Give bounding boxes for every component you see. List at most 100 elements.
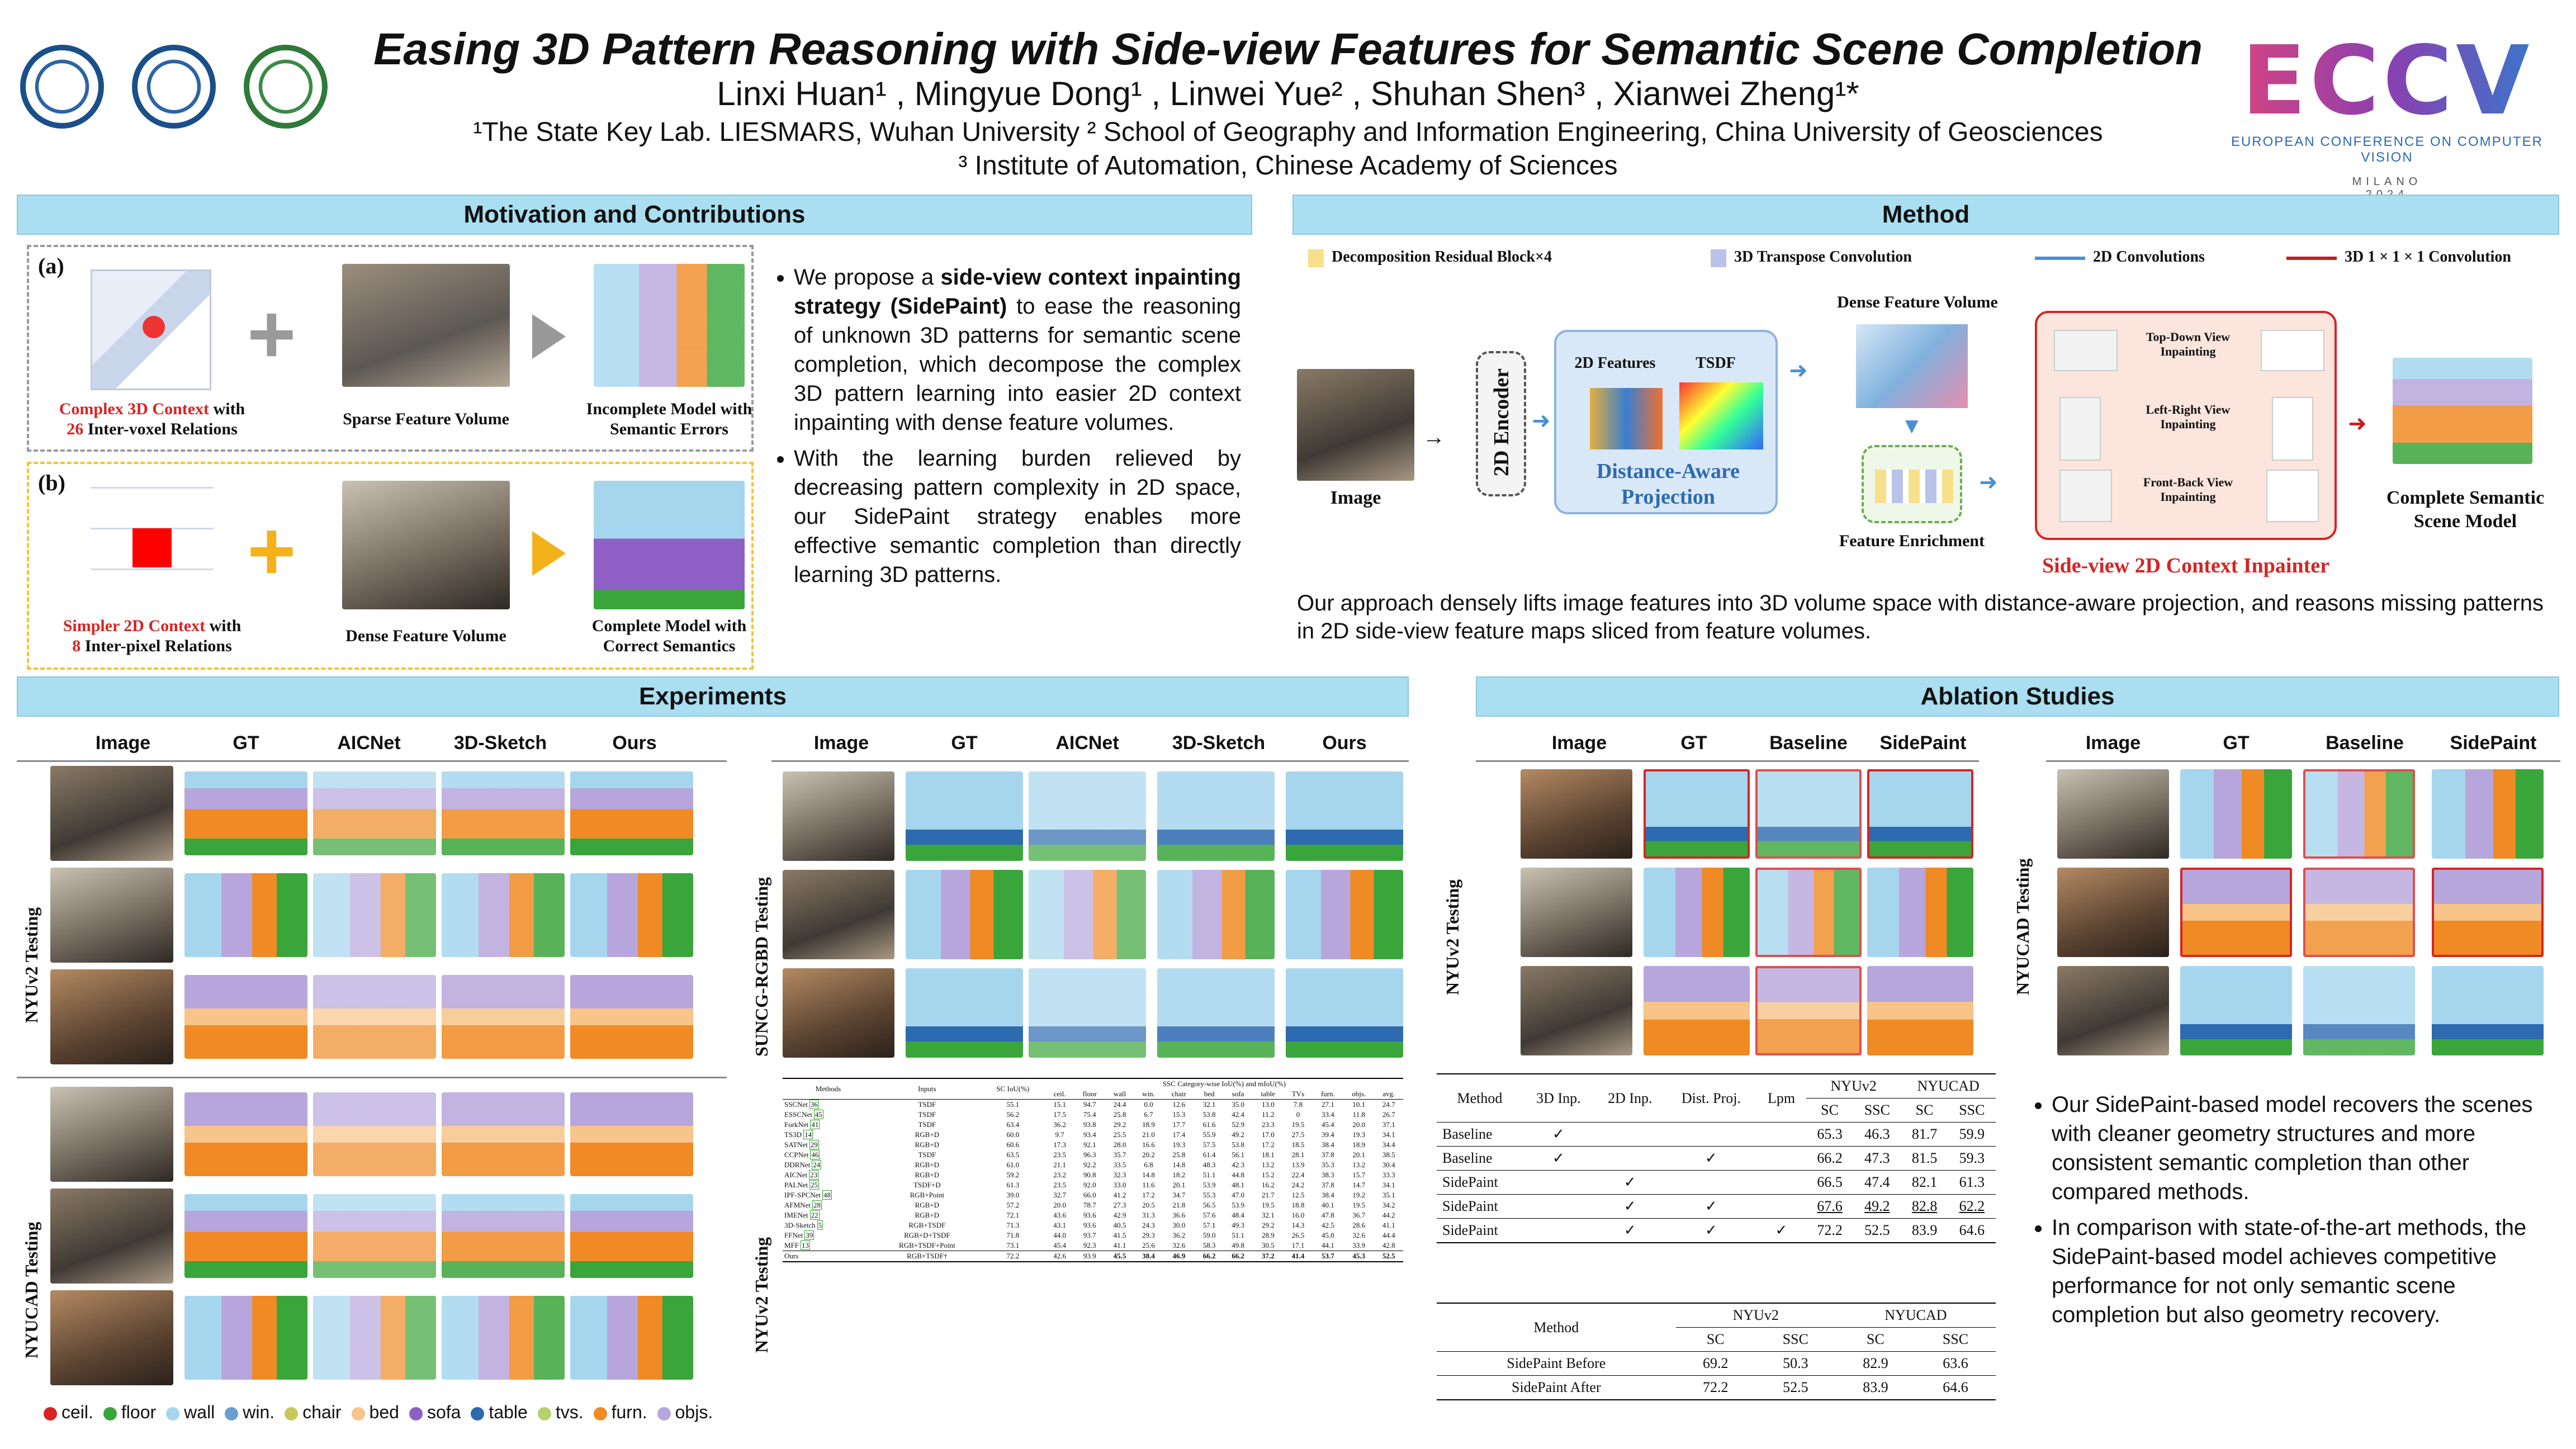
method-description: Our approach densely lifts image feature…	[1297, 591, 2544, 643]
ablation-table-2-container: Method NYUv2 NYUCAD SC SSC SC SSC SidePa…	[1437, 1303, 1996, 1400]
tsdf-label: TSDF	[1696, 354, 1736, 372]
whu-logo	[20, 45, 104, 129]
category-iou: 22.4	[1291, 1171, 1305, 1179]
arrow-right-icon: ➜	[2348, 411, 2367, 436]
table-row: CCPNet 46 TSDF 63.5 23.5 96.3 35.7 20.2 25.8 61.4…	[783, 1150, 1403, 1160]
category-iou: 18.1	[1261, 1150, 1275, 1159]
category-iou: 44.0	[1053, 1231, 1066, 1239]
legend-item: sofa	[399, 1402, 461, 1422]
category-iou: 45.4	[1322, 1120, 1334, 1129]
sc-iou: 72.2	[1006, 1252, 1020, 1260]
abl1-th-nyucad: NYUCAD	[1901, 1074, 1996, 1098]
input-type: RGB+D	[915, 1201, 940, 1209]
table-row: Baseline ✓ 65.3 46.3 81.7 59.9	[1437, 1122, 1996, 1147]
3d-voxel-cube-figure	[91, 269, 211, 390]
legend-dot-icon	[657, 1407, 671, 1420]
category-iou: 13.9	[1291, 1161, 1305, 1169]
category-iou: 49.2	[1232, 1130, 1244, 1139]
abl-cell: ✓	[1594, 1194, 1666, 1219]
category-iou: 48.4	[1232, 1211, 1244, 1219]
abl-cell	[1522, 1170, 1594, 1195]
plus-icon: +	[247, 504, 296, 598]
input-type: TSDF	[918, 1150, 936, 1159]
col-image: Image	[813, 732, 869, 754]
inpainter-label: Side-view 2D Context Inpainter	[2042, 554, 2330, 577]
method-name: CCPNet	[784, 1150, 809, 1159]
category-iou: 48.3	[1202, 1161, 1216, 1169]
dense-volume-figure	[342, 481, 510, 609]
abl-cell: ✓	[1522, 1122, 1594, 1147]
abl-value: 82.1	[1901, 1170, 1948, 1195]
legend-item: objs.	[647, 1402, 713, 1422]
method-section-bar: Method	[1292, 195, 2559, 235]
panel-b-caption-1: Simpler 2D Context with 8 Inter-pixel Re…	[63, 617, 242, 655]
category-iou: 28.9	[1261, 1231, 1275, 1239]
input-type: TSDF	[918, 1100, 936, 1109]
category-iou: 66.2	[1232, 1252, 1244, 1260]
category-iou: 33.5	[1113, 1161, 1126, 1169]
sc-iou: 61.3	[1006, 1181, 1020, 1189]
abl-value: 72.2	[1806, 1218, 1854, 1243]
category-iou: 14.3	[1291, 1221, 1305, 1229]
category-iou: 27.3	[1113, 1201, 1126, 1209]
category-iou: 42.4	[1232, 1110, 1244, 1119]
category-iou: 16.0	[1291, 1211, 1305, 1219]
method-name: ESSCNet	[784, 1110, 812, 1119]
col-baseline: Baseline	[2326, 732, 2404, 754]
category-iou: 90.8	[1083, 1171, 1096, 1179]
ablation-bullets: Our SidePaint-based model recovers the s…	[2024, 1090, 2549, 1336]
abl-value: 83.9	[1835, 1375, 1916, 1400]
th-methods: Methods	[815, 1085, 841, 1093]
citation-ref: 45	[813, 1110, 823, 1119]
abl-value: 81.5	[1901, 1146, 1948, 1171]
complete-model-figure	[594, 481, 745, 609]
category-iou: 26.5	[1291, 1231, 1305, 1239]
sc-iou: 71.3	[1006, 1221, 1020, 1229]
nyucad-row-label: NYUCAD Testing	[21, 1221, 41, 1358]
citation-ref: 25	[809, 1180, 820, 1190]
col-baseline: Baseline	[1769, 732, 1848, 754]
abl-value: 50.3	[1755, 1351, 1836, 1376]
category-iou: 31.3	[1142, 1211, 1155, 1219]
table-row: SidePaint After 72.2 52.5 83.9 64.6	[1437, 1375, 1996, 1400]
table-row: SSCNet 36 TSDF 55.1 15.1 94.7 24.4 0.0 12.6 32.1 3…	[783, 1100, 1403, 1110]
table-row: ForkNet 41 TSDF 63.4 36.2 93.8 29.2 18.9 17.7 61.…	[783, 1120, 1403, 1130]
sc-iou: 63.5	[1006, 1150, 1020, 1159]
table-row: SidePaint Before 69.2 50.3 82.9 63.6	[1437, 1351, 1996, 1376]
eccv-city: MILANO	[2352, 176, 2422, 188]
abl-cell: SidePaint Before	[1437, 1351, 1676, 1376]
category-iou: 36.6	[1172, 1211, 1186, 1219]
category-iou: 17.0	[1261, 1130, 1275, 1139]
abl-cell: ✓	[1594, 1218, 1666, 1243]
2d-pixel-grid-figure	[91, 486, 214, 609]
legend-dot-icon	[471, 1407, 485, 1420]
ablation-left-row-label: NYUv2 Testing	[1442, 879, 1462, 995]
category-iou: 94.7	[1083, 1100, 1096, 1109]
category-iou: 20.0	[1053, 1201, 1066, 1209]
feature-enrichment-block	[1862, 445, 1962, 523]
category-iou: 14.7	[1352, 1181, 1366, 1189]
category-iou: 13.0	[1261, 1100, 1275, 1109]
col-image: Image	[95, 732, 151, 754]
nyuv2-row-label: NYUv2 Testing	[21, 907, 41, 1023]
col-ours: Ours	[612, 732, 657, 754]
category-iou: 6.8	[1144, 1161, 1153, 1169]
side-view-inpainter-block: Top-Down View Inpainting Left-Right View I…	[2035, 311, 2337, 540]
category-iou: 30.0	[1172, 1221, 1186, 1229]
table-row: ESSCNet 45 TSDF 56.2 17.5 75.4 25.8 6.7 15.3 53.8…	[783, 1110, 1403, 1120]
category-iou: 41.4	[1291, 1252, 1305, 1260]
th-category: ceil.	[1053, 1090, 1066, 1098]
category-iou: 42.9	[1113, 1211, 1126, 1219]
abl-value: 69.2	[1675, 1351, 1755, 1376]
category-iou: 42.8	[1382, 1241, 1395, 1249]
sc-iou: 61.0	[1006, 1161, 1020, 1169]
citation-ref: 46	[810, 1150, 820, 1159]
abl-cell: Baseline	[1437, 1146, 1523, 1171]
citation-ref: 22	[809, 1210, 820, 1220]
category-iou: 32.7	[1053, 1191, 1066, 1199]
abl-cell: SidePaint After	[1437, 1375, 1676, 1400]
category-iou: 92.3	[1083, 1241, 1096, 1249]
category-iou: 93.6	[1083, 1221, 1096, 1229]
input-type: RGB+Point	[910, 1191, 945, 1199]
sc-iou: 55.1	[1006, 1100, 1020, 1109]
